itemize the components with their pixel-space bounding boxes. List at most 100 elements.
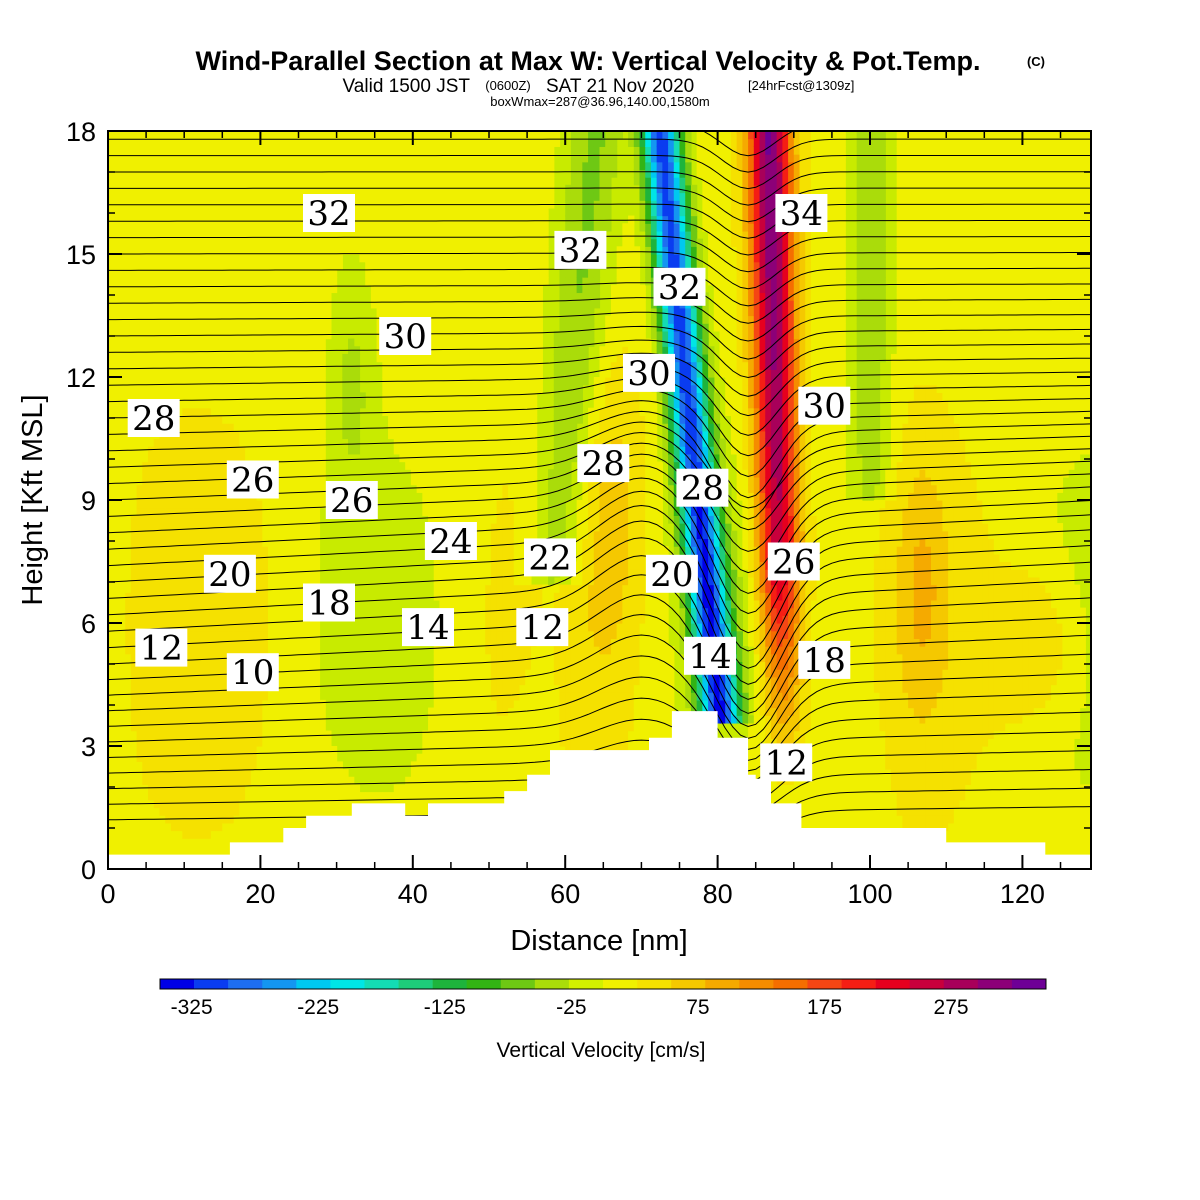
velocity-cell bbox=[148, 822, 155, 832]
velocity-cell bbox=[216, 300, 223, 309]
velocity-cell bbox=[285, 131, 292, 140]
velocity-cell bbox=[325, 323, 332, 332]
velocity-cell bbox=[285, 576, 292, 586]
velocity-cell bbox=[119, 461, 126, 470]
velocity-cell bbox=[445, 131, 452, 140]
velocity-cell bbox=[222, 623, 229, 632]
velocity-cell bbox=[136, 284, 143, 294]
velocity-cell bbox=[279, 161, 286, 171]
velocity-cell bbox=[176, 776, 183, 786]
velocity-cell bbox=[439, 238, 446, 247]
velocity-cell bbox=[325, 238, 332, 247]
velocity-cell bbox=[113, 553, 121, 563]
velocity-cell bbox=[125, 484, 132, 493]
velocity-cell bbox=[439, 215, 446, 224]
velocity-cell bbox=[113, 538, 121, 547]
velocity-cell bbox=[376, 184, 383, 194]
velocity-cell bbox=[188, 384, 195, 393]
velocity-cell bbox=[245, 523, 252, 532]
velocity-cell bbox=[405, 807, 412, 816]
velocity-cell bbox=[433, 738, 441, 747]
velocity-cell bbox=[228, 692, 235, 701]
velocity-cell bbox=[136, 361, 143, 370]
velocity-cell bbox=[165, 369, 172, 378]
velocity-cell bbox=[296, 300, 303, 309]
velocity-cell bbox=[308, 169, 315, 178]
velocity-cell bbox=[136, 392, 143, 401]
velocity-cell bbox=[268, 377, 275, 386]
velocity-cell bbox=[439, 507, 446, 516]
velocity-cell bbox=[113, 607, 121, 616]
velocity-cell bbox=[330, 184, 338, 194]
velocity-cell bbox=[250, 415, 258, 424]
velocity-cell bbox=[136, 507, 143, 516]
velocity-cell bbox=[165, 845, 172, 855]
velocity-cell bbox=[319, 730, 326, 739]
velocity-cell bbox=[228, 792, 235, 801]
velocity-cell bbox=[210, 246, 218, 255]
velocity-cell bbox=[159, 500, 166, 509]
velocity-cell bbox=[130, 746, 138, 755]
velocity-cell bbox=[210, 346, 218, 355]
velocity-cell bbox=[296, 438, 303, 447]
velocity-cell bbox=[108, 461, 115, 470]
velocity-cell bbox=[433, 215, 441, 224]
velocity-cell bbox=[205, 146, 212, 155]
velocity-cell bbox=[428, 223, 435, 232]
velocity-cell bbox=[273, 400, 281, 409]
velocity-cell bbox=[290, 315, 298, 324]
velocity-cell bbox=[445, 699, 452, 709]
velocity-cell bbox=[136, 146, 143, 155]
velocity-cell bbox=[348, 438, 355, 447]
velocity-cell bbox=[250, 254, 258, 263]
velocity-cell bbox=[193, 799, 201, 809]
velocity-cell bbox=[170, 830, 178, 839]
velocity-cell bbox=[262, 776, 269, 786]
velocity-cell bbox=[256, 730, 263, 739]
velocity-cell bbox=[399, 177, 406, 186]
velocity-cell bbox=[193, 346, 201, 355]
velocity-cell bbox=[273, 730, 281, 739]
velocity-cell bbox=[376, 138, 383, 147]
velocity-cell bbox=[125, 722, 132, 732]
velocity-cell bbox=[456, 392, 463, 401]
velocity-cell bbox=[388, 154, 395, 163]
velocity-cell bbox=[228, 699, 235, 709]
velocity-cell bbox=[439, 361, 446, 370]
velocity-cell bbox=[159, 845, 166, 855]
velocity-cell bbox=[433, 284, 441, 294]
velocity-cell bbox=[176, 838, 183, 847]
velocity-cell bbox=[359, 223, 366, 232]
velocity-cell bbox=[108, 576, 115, 586]
velocity-cell bbox=[176, 692, 183, 701]
velocity-cell bbox=[199, 523, 206, 532]
velocity-cell bbox=[210, 138, 218, 147]
velocity-cell bbox=[410, 307, 418, 317]
velocity-cell bbox=[405, 799, 412, 809]
velocity-cell bbox=[353, 446, 361, 455]
velocity-cell bbox=[302, 761, 309, 770]
velocity-cell bbox=[439, 400, 446, 409]
velocity-cell bbox=[308, 461, 315, 470]
velocity-cell bbox=[125, 845, 132, 855]
velocity-cell bbox=[302, 292, 309, 301]
velocity-cell bbox=[148, 845, 155, 855]
velocity-cell bbox=[439, 684, 446, 693]
velocity-cell bbox=[290, 715, 298, 724]
velocity-cell bbox=[422, 177, 429, 186]
velocity-cell bbox=[210, 292, 218, 301]
velocity-cell bbox=[416, 369, 423, 378]
velocity-cell bbox=[296, 154, 303, 163]
velocity-cell bbox=[256, 792, 263, 801]
velocity-cell bbox=[302, 684, 309, 693]
velocity-cell bbox=[359, 154, 366, 163]
velocity-cell bbox=[153, 369, 161, 378]
velocity-cell bbox=[296, 484, 303, 493]
velocity-cell bbox=[433, 353, 441, 363]
velocity-cell bbox=[290, 753, 298, 762]
velocity-cell bbox=[250, 430, 258, 440]
velocity-cell bbox=[262, 453, 269, 463]
velocity-cell bbox=[450, 630, 458, 639]
velocity-cell bbox=[130, 661, 138, 670]
velocity-cell bbox=[119, 277, 126, 286]
